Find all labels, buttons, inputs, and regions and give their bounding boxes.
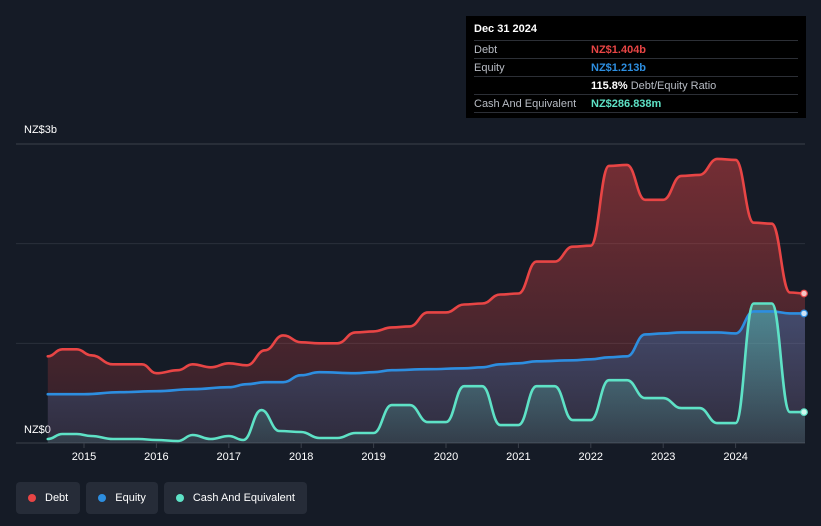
legend-item-debt[interactable]: Debt — [16, 482, 81, 514]
chart-legend: Debt Equity Cash And Equivalent — [16, 482, 307, 514]
tooltip-cash-value: NZ$286.838m — [591, 97, 662, 110]
tooltip-ratio-label: Debt/Equity Ratio — [630, 79, 717, 92]
tooltip-debt-label: Debt — [474, 43, 498, 56]
x-tick-label: 2018 — [289, 451, 313, 463]
x-tick-label: 2023 — [651, 451, 675, 463]
legend-item-equity[interactable]: Equity — [86, 482, 158, 514]
x-tick-label: 2021 — [506, 451, 530, 463]
debt-equity-chart: 2015 2016 2017 2018 2019 2020 2021 2022 2023 2024 — [16, 143, 808, 463]
x-tick-label: 2015 — [72, 451, 96, 463]
y-axis-top-label: NZ$3b — [24, 124, 58, 136]
x-axis-ticks: 2015 2016 2017 2018 2019 2020 2021 2022 2023 2024 — [72, 443, 748, 463]
legend-debt-label: Debt — [45, 492, 69, 504]
tooltip-debt-row: Debt NZ$1.404b — [474, 40, 798, 58]
tooltip-date: Dec 31 2024 — [474, 23, 537, 35]
debt-dot-icon — [28, 494, 36, 502]
cash-and-equivalent-end-marker — [800, 408, 808, 417]
data-tooltip: Dec 31 2024 Debt NZ$1.404b Equity NZ$1.2… — [466, 16, 806, 118]
x-tick-label: 2020 — [434, 451, 458, 463]
cash-and-equivalent-line — [46, 302, 807, 443]
series-lines — [46, 157, 807, 443]
tooltip-equity-value: NZ$1.213b — [591, 61, 647, 74]
tooltip-cash-label: Cash And Equivalent — [474, 97, 577, 110]
tooltip-ratio-value: 115.8% — [591, 79, 628, 92]
y-axis-bottom-label: NZ$0 — [24, 424, 51, 436]
tooltip-cash-row: Cash And Equivalent NZ$286.838m — [474, 94, 798, 113]
cash-dot-icon — [175, 494, 184, 502]
legend-cash-label: Cash And Equivalent — [192, 492, 295, 504]
x-tick-label: 2024 — [723, 451, 747, 463]
legend-item-cash[interactable]: Cash And Equivalent — [163, 482, 307, 514]
tooltip-debt-value: NZ$1.404b — [591, 43, 647, 56]
x-tick-label: 2019 — [361, 451, 385, 463]
x-tick-label: 2017 — [217, 451, 241, 463]
equity-end-marker — [800, 309, 808, 318]
debt-line — [46, 157, 807, 375]
series-areas — [47, 158, 806, 443]
legend-equity-label: Equity — [115, 492, 146, 504]
x-tick-label: 2022 — [579, 451, 603, 463]
equity-dot-icon — [98, 494, 107, 502]
tooltip-equity-label: Equity — [474, 61, 505, 74]
tooltip-equity-row: Equity NZ$1.213b — [474, 58, 798, 76]
x-tick-label: 2016 — [144, 451, 168, 463]
series-end-markers — [800, 289, 808, 417]
equity-line — [46, 310, 807, 396]
tooltip-ratio-row: 115.8% Debt/Equity Ratio — [474, 76, 798, 94]
cash-and-equivalent-area — [47, 303, 806, 443]
debt-end-marker — [800, 289, 808, 298]
